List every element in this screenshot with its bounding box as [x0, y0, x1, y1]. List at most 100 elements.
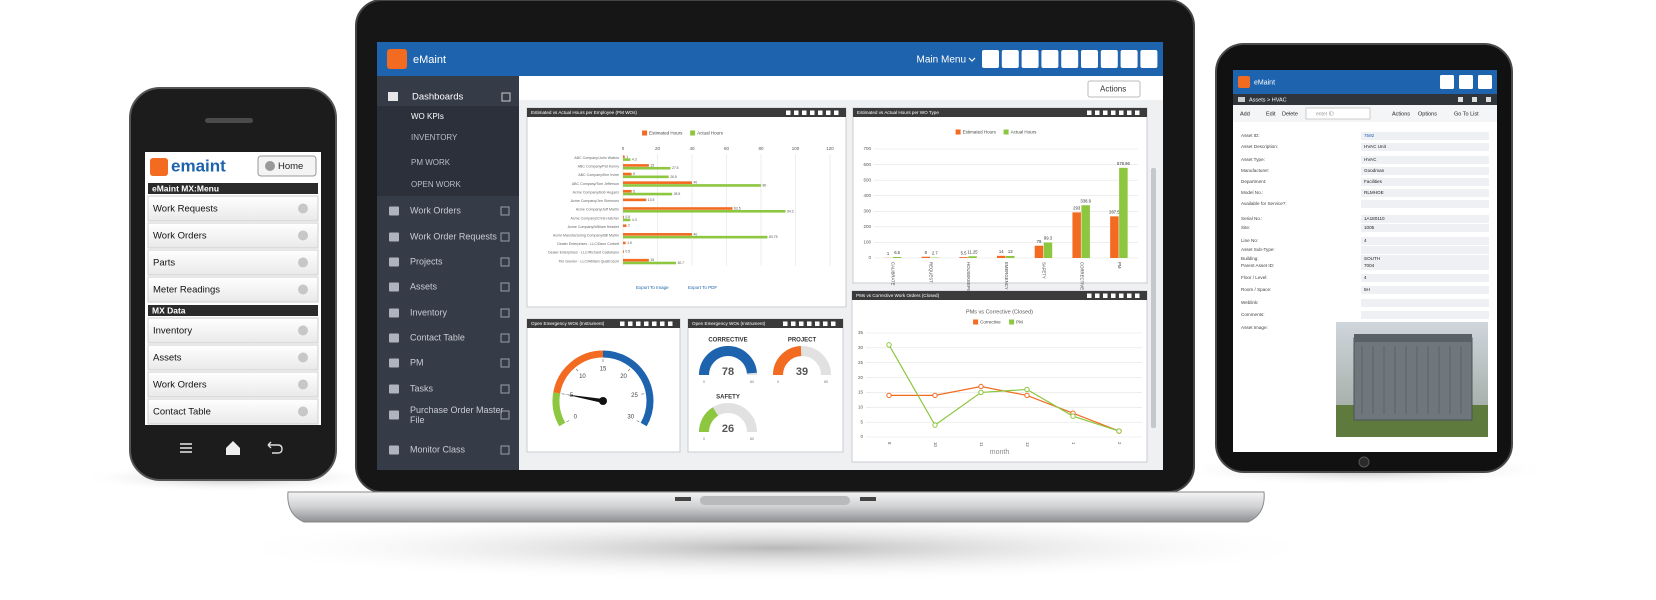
- menu-item[interactable]: [147, 371, 319, 398]
- widget-control[interactable]: [1087, 293, 1092, 299]
- widget-control[interactable]: [831, 321, 836, 327]
- menu-item[interactable]: [147, 398, 319, 425]
- toolbar-menu[interactable]: Actions: [1392, 111, 1410, 117]
- widget-control[interactable]: [1087, 110, 1092, 116]
- widget-control[interactable]: [1095, 110, 1100, 116]
- search-placeholder[interactable]: enter ID: [1316, 111, 1334, 117]
- sidebar-expand[interactable]: [500, 384, 510, 394]
- widget-control[interactable]: [1127, 110, 1132, 116]
- export-link[interactable]: Export To Image: [636, 285, 669, 290]
- sidebar-item[interactable]: Monitor Class: [410, 444, 466, 454]
- header-icon-button[interactable]: [1081, 50, 1098, 68]
- sidebar-item[interactable]: Work Orders: [410, 205, 461, 215]
- menu-item[interactable]: [147, 344, 319, 371]
- sidebar-item[interactable]: Work Order Requests: [410, 231, 497, 241]
- widget-control[interactable]: [1103, 110, 1108, 116]
- actions-label[interactable]: Actions: [1100, 85, 1126, 94]
- nav-back-icon[interactable]: [267, 441, 283, 454]
- sidebar-subitem[interactable]: WO KPIs: [411, 112, 444, 121]
- menu-item-label[interactable]: Contact Table: [153, 407, 211, 418]
- widget-control[interactable]: [644, 321, 649, 327]
- sidebar-item[interactable]: Purchase Order Master File: [410, 405, 504, 425]
- breadcrumb-control[interactable]: [1486, 97, 1491, 102]
- home-button-label[interactable]: Home: [278, 161, 303, 172]
- tablet-header-button[interactable]: [1440, 75, 1454, 89]
- breadcrumb-control[interactable]: [1458, 97, 1463, 102]
- sidebar-expand[interactable]: [500, 257, 510, 267]
- export-link[interactable]: Export To PDF: [688, 285, 717, 290]
- widget-control[interactable]: [802, 110, 807, 116]
- menu-item[interactable]: [147, 249, 319, 276]
- sidebar-subitem[interactable]: PM WORK: [411, 158, 451, 167]
- widget-control[interactable]: [794, 110, 799, 116]
- widget-control[interactable]: [652, 321, 657, 327]
- header-icon-button[interactable]: [982, 50, 999, 68]
- toolbar-button[interactable]: Delete: [1282, 111, 1298, 117]
- widget-control[interactable]: [783, 321, 788, 327]
- widget-control[interactable]: [799, 321, 804, 327]
- sidebar-subitem[interactable]: OPEN WORK: [411, 180, 461, 189]
- menu-item-label[interactable]: Assets: [153, 353, 182, 364]
- sidebar-expand[interactable]: [500, 410, 510, 420]
- sidebar-dashboards[interactable]: Dashboards: [412, 92, 463, 103]
- actions-button[interactable]: [1087, 80, 1141, 98]
- header-icon-button[interactable]: [1041, 50, 1059, 68]
- menu-item-label[interactable]: Parts: [153, 258, 175, 269]
- widget-control[interactable]: [1135, 110, 1140, 116]
- sidebar-expand[interactable]: [500, 282, 510, 292]
- header-icon-button[interactable]: [1100, 50, 1118, 68]
- sidebar-item[interactable]: Tasks: [410, 383, 434, 393]
- sidebar-item[interactable]: Inventory: [410, 307, 448, 317]
- nav-home-icon[interactable]: [226, 441, 240, 455]
- menu-item-label[interactable]: Work Requests: [153, 204, 218, 215]
- menu-item[interactable]: [147, 276, 319, 303]
- sidebar-subitem[interactable]: INVENTORY: [411, 133, 458, 142]
- sidebar-item[interactable]: Contact Table: [410, 332, 465, 342]
- widget-control[interactable]: [810, 110, 815, 116]
- widget-control[interactable]: [1119, 293, 1124, 299]
- sidebar-expand[interactable]: [500, 358, 510, 368]
- widget-control[interactable]: [786, 110, 791, 116]
- main-menu[interactable]: Main Menu: [917, 55, 966, 66]
- header-icon-button[interactable]: [1140, 50, 1158, 68]
- widget-control[interactable]: [1127, 293, 1132, 299]
- sidebar-collapse[interactable]: [501, 92, 511, 102]
- widget-control[interactable]: [628, 321, 633, 327]
- widget-control[interactable]: [1103, 293, 1108, 299]
- go-to-list[interactable]: Go To List: [1454, 111, 1479, 117]
- sidebar-item[interactable]: Projects: [410, 256, 443, 266]
- tablet-home-button[interactable]: [1358, 456, 1370, 468]
- widget-control[interactable]: [636, 321, 641, 327]
- header-icon-button[interactable]: [1120, 50, 1138, 68]
- widget-control[interactable]: [1095, 293, 1100, 299]
- widget-control[interactable]: [823, 321, 828, 327]
- widget-control[interactable]: [620, 321, 625, 327]
- sidebar-expand[interactable]: [500, 445, 510, 455]
- menu-item-label[interactable]: Work Orders: [153, 231, 207, 242]
- widget-control[interactable]: [1119, 110, 1124, 116]
- widget-control[interactable]: [818, 110, 823, 116]
- toolbar-button[interactable]: Add: [1240, 111, 1250, 117]
- breadcrumb-control[interactable]: [1472, 97, 1477, 102]
- sidebar-item[interactable]: Assets: [410, 281, 438, 291]
- widget-control[interactable]: [1111, 293, 1116, 299]
- sidebar-expand[interactable]: [500, 206, 510, 216]
- menu-item[interactable]: [147, 195, 319, 222]
- header-icon-button[interactable]: [1061, 50, 1079, 68]
- widget-control[interactable]: [815, 321, 820, 327]
- search-box[interactable]: [1305, 107, 1371, 120]
- menu-item-label[interactable]: Inventory: [153, 326, 192, 337]
- sidebar-expand[interactable]: [500, 333, 510, 343]
- menu-item[interactable]: [147, 222, 319, 249]
- widget-control[interactable]: [1111, 110, 1116, 116]
- widget-control[interactable]: [660, 321, 665, 327]
- widget-control[interactable]: [791, 321, 796, 327]
- home-button[interactable]: [257, 155, 317, 177]
- tablet-header-button[interactable]: [1478, 75, 1492, 89]
- widget-control[interactable]: [807, 321, 812, 327]
- menu-item-label[interactable]: Work Orders: [153, 380, 207, 391]
- menu-item-label[interactable]: Meter Readings: [153, 285, 220, 296]
- menu-item[interactable]: [147, 317, 319, 344]
- toolbar-button[interactable]: Edit: [1266, 111, 1276, 117]
- widget-control[interactable]: [668, 321, 673, 327]
